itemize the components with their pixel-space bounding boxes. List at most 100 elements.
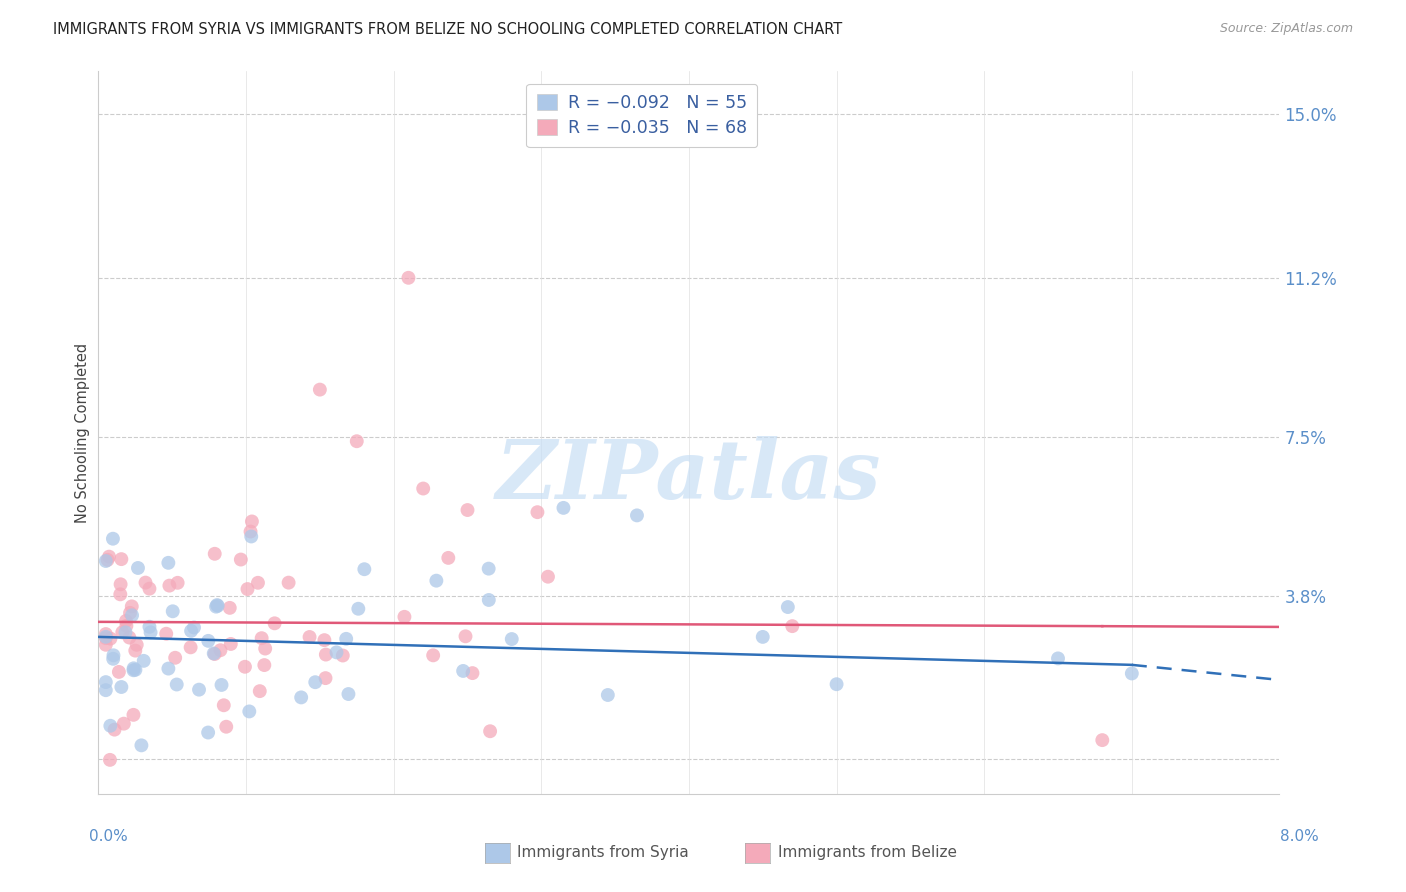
Y-axis label: No Schooling Completed: No Schooling Completed <box>75 343 90 523</box>
Point <box>394 609 416 624</box>
Point <box>127 561 149 575</box>
Point <box>1046 651 1070 665</box>
Point <box>337 687 360 701</box>
Point <box>1121 666 1143 681</box>
Point <box>215 720 238 734</box>
Point <box>246 575 269 590</box>
Point <box>197 633 219 648</box>
Point <box>110 680 132 694</box>
Point <box>125 638 148 652</box>
Point <box>309 383 332 397</box>
Point <box>325 645 347 659</box>
Point <box>202 647 225 661</box>
Point <box>162 604 184 618</box>
Point <box>121 599 143 614</box>
Point <box>254 641 277 656</box>
Point <box>752 630 775 644</box>
Point <box>108 665 131 679</box>
Point <box>233 660 256 674</box>
Point <box>553 500 575 515</box>
Point <box>122 661 145 675</box>
Point <box>219 637 242 651</box>
Point <box>94 675 117 690</box>
Point <box>94 627 117 641</box>
Point <box>180 624 202 638</box>
Point <box>263 616 285 631</box>
Point <box>250 631 273 645</box>
Point <box>138 582 160 596</box>
Point <box>461 666 484 681</box>
Point <box>315 671 337 685</box>
Point <box>537 570 560 584</box>
Legend: R = −0.092   N = 55, R = −0.035   N = 68: R = −0.092 N = 55, R = −0.035 N = 68 <box>526 84 758 147</box>
Point <box>782 619 804 633</box>
Point <box>204 547 226 561</box>
Text: Immigrants from Syria: Immigrants from Syria <box>517 846 689 860</box>
Point <box>131 739 153 753</box>
Point <box>183 620 205 634</box>
Point <box>240 515 263 529</box>
Point <box>437 550 460 565</box>
Point <box>412 482 434 496</box>
Point <box>94 683 117 698</box>
Point <box>121 608 143 623</box>
Point <box>218 600 240 615</box>
Point <box>501 632 523 646</box>
Point <box>332 648 354 663</box>
Point <box>114 625 136 640</box>
Point <box>239 524 262 539</box>
Point <box>197 725 219 739</box>
Point <box>353 562 375 576</box>
Point <box>825 677 848 691</box>
Point <box>346 434 368 449</box>
Point <box>253 658 276 673</box>
Point <box>118 606 141 620</box>
Point <box>112 716 135 731</box>
Point <box>425 574 447 588</box>
Point <box>180 640 202 655</box>
Point <box>422 648 444 663</box>
Point <box>626 508 648 523</box>
Text: 8.0%: 8.0% <box>1279 830 1319 844</box>
Point <box>188 682 211 697</box>
Point <box>205 599 228 614</box>
Point <box>111 625 134 640</box>
Point <box>134 575 156 590</box>
Point <box>157 662 180 676</box>
Point <box>122 707 145 722</box>
Point <box>139 625 162 640</box>
Point <box>118 631 141 645</box>
Point <box>166 677 188 691</box>
Point <box>451 664 474 678</box>
Point <box>103 723 125 737</box>
Point <box>98 549 121 564</box>
Point <box>157 579 180 593</box>
Point <box>115 619 138 633</box>
Point <box>212 698 235 713</box>
Point <box>110 587 132 601</box>
Point <box>94 631 117 645</box>
Point <box>94 638 117 652</box>
Point <box>398 270 420 285</box>
Point <box>776 600 799 615</box>
Point <box>209 643 232 657</box>
Point <box>479 724 502 739</box>
Point <box>207 599 229 613</box>
Point <box>124 663 146 677</box>
Point <box>229 552 252 566</box>
Point <box>277 575 299 590</box>
Point <box>526 505 548 519</box>
Point <box>204 647 226 661</box>
Point <box>314 633 336 648</box>
Point <box>298 630 321 644</box>
Point <box>478 593 501 607</box>
Point <box>110 552 132 566</box>
Point <box>98 753 121 767</box>
Point <box>103 648 125 663</box>
Point <box>138 620 160 634</box>
Point <box>1091 733 1114 747</box>
Text: IMMIGRANTS FROM SYRIA VS IMMIGRANTS FROM BELIZE NO SCHOOLING COMPLETED CORRELATI: IMMIGRANTS FROM SYRIA VS IMMIGRANTS FROM… <box>53 22 842 37</box>
Point <box>110 577 132 591</box>
Point <box>132 654 155 668</box>
Text: ZIPatlas: ZIPatlas <box>496 436 882 516</box>
